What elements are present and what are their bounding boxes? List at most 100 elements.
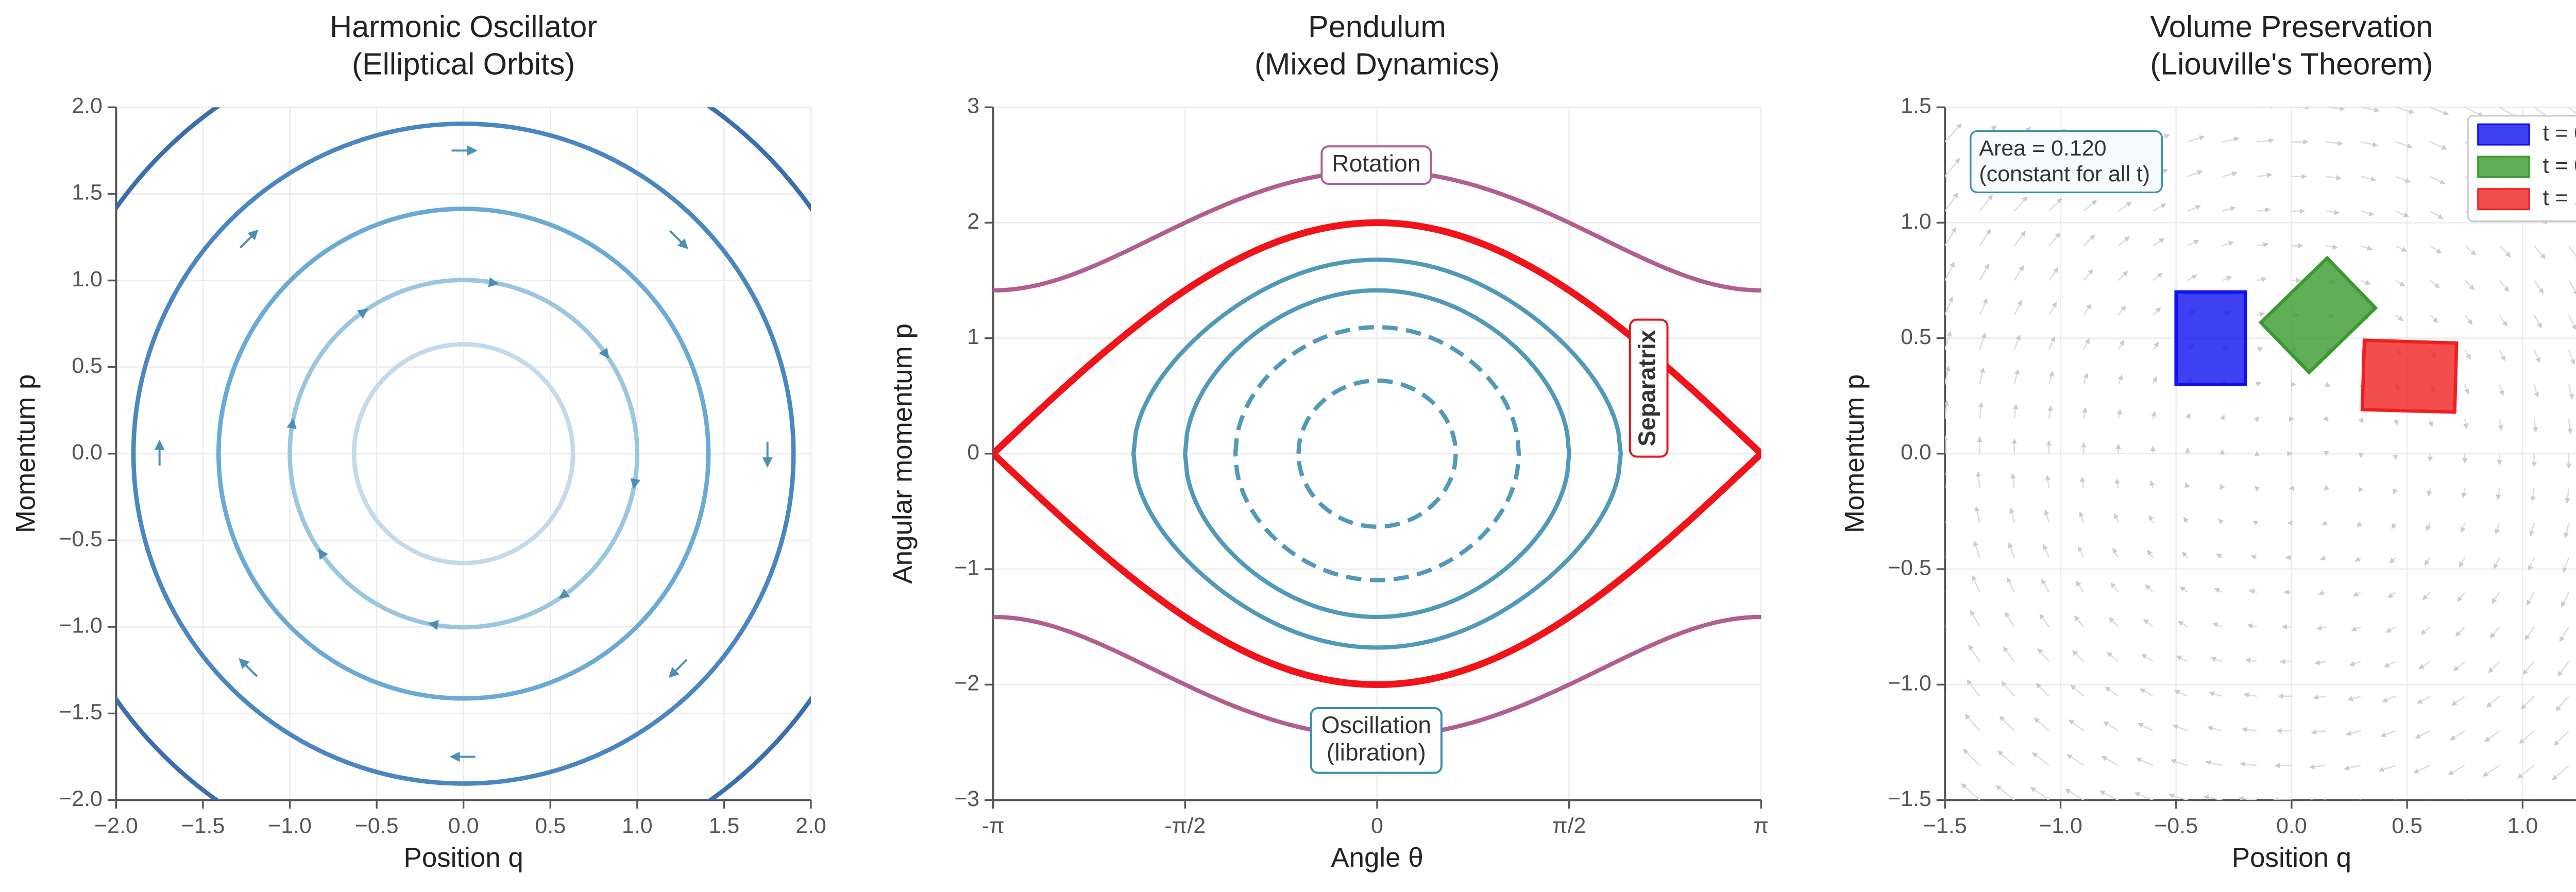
flow-arrow (1966, 679, 1980, 697)
flow-arrow (2079, 511, 2084, 523)
flow-arrow (2153, 238, 2165, 247)
annotation-text: (libration) (1327, 739, 1426, 765)
flow-arrow (2395, 210, 2409, 217)
flow-arrow (2564, 523, 2570, 539)
y-tick-label: 0.5 (72, 353, 103, 378)
flow-arrow (2048, 232, 2061, 247)
flow-arrow (2424, 557, 2431, 566)
flow-arrow (2395, 314, 2404, 321)
flow-arrow (2309, 764, 2327, 770)
y-tick-label: −2 (954, 671, 979, 696)
libration-curve (1296, 378, 1458, 529)
flow-arrow (2139, 688, 2154, 697)
x-axis-label: Position q (2232, 843, 2351, 873)
flow-arrow (2460, 522, 2466, 533)
x-tick-label: −1.5 (181, 814, 225, 838)
flow-arrow (2248, 589, 2258, 594)
flow-arrow (2177, 621, 2188, 628)
flow-arrow (2045, 474, 2051, 489)
flow-arrow (1945, 590, 1946, 592)
flow-arrow (2205, 760, 2223, 766)
chart-title: Harmonic Oscillator (330, 9, 597, 44)
flow-arrow (1945, 227, 1957, 246)
flow-arrow (2415, 730, 2431, 739)
flow-arrow (1975, 471, 1981, 489)
flow-arrow (668, 659, 688, 678)
flow-arrow (2185, 413, 2191, 420)
annotation-text: Separatrix (1633, 330, 1660, 447)
flow-arrow (2428, 419, 2434, 427)
flow-arrow (2222, 276, 2232, 281)
flow-arrow (2555, 695, 2570, 712)
annotation-text: Area = 0.120 (1979, 136, 2106, 161)
y-tick-label: 0.5 (1901, 324, 1931, 349)
flow-arrow (2136, 757, 2154, 766)
flow-arrow (2105, 687, 2119, 697)
flow-arrow (2457, 592, 2466, 602)
flow-arrow (2013, 334, 2021, 350)
y-tick-label: −1.5 (1888, 786, 1931, 811)
x-tick-label: -π/2 (1164, 814, 1206, 838)
flow-arrow (1945, 695, 1946, 696)
x-tick-label: −0.5 (2154, 814, 2198, 838)
flow-arrow (2076, 580, 2084, 593)
annotation-text: Rotation (1332, 150, 1420, 177)
flow-arrow (2499, 245, 2511, 258)
flow-arrow (2037, 648, 2050, 662)
orbit (131, 122, 796, 786)
flow-arrow (2172, 724, 2188, 732)
flow-arrow (599, 347, 609, 359)
flow-arrow (2318, 590, 2327, 596)
flow-arrow (2311, 729, 2327, 735)
y-tick-label: −1.5 (59, 700, 103, 725)
y-tick-label: −3 (954, 786, 979, 811)
flow-arrow (2107, 651, 2119, 662)
flow-arrow (558, 588, 570, 599)
flow-arrow (2416, 695, 2431, 704)
flow-arrow (2533, 799, 2534, 800)
flow-arrow (2013, 265, 2024, 281)
y-tick-label: 1 (967, 324, 979, 349)
flow-arrow (2395, 280, 2405, 287)
flow-arrow (2326, 140, 2344, 146)
x-tick-label: 0 (1371, 814, 1383, 838)
flow-arrow (2499, 315, 2507, 327)
x-tick-label: 0.5 (2392, 814, 2422, 838)
flow-arrow (2361, 141, 2378, 147)
x-axis-label: Angle θ (1331, 843, 1423, 873)
flow-arrow (2420, 626, 2431, 635)
flow-arrow (2030, 787, 2049, 800)
flow-arrow (2533, 315, 2542, 329)
flow-arrow (2188, 107, 2190, 108)
flow-arrow (2567, 419, 2573, 435)
flow-arrow (1979, 229, 1991, 247)
flow-arrow (2382, 695, 2396, 702)
flow-arrow (2426, 522, 2431, 531)
flow-arrow (2430, 107, 2449, 115)
x-tick-label: −1.0 (268, 814, 312, 838)
flow-arrow (2459, 557, 2466, 568)
flow-arrow (1945, 729, 1946, 731)
flow-arrow (2557, 661, 2570, 677)
flow-arrow (1979, 263, 1990, 281)
flow-arrow (2049, 107, 2050, 108)
legend-label: t = 0.8 (2543, 153, 2576, 178)
flow-arrow (2430, 280, 2441, 288)
flow-arrow (2387, 591, 2396, 598)
flow-arrow (2321, 520, 2328, 526)
chart-title: (Mixed Dynamics) (1255, 47, 1500, 81)
flow-arrow (2174, 690, 2188, 697)
flow-arrow (2427, 488, 2432, 497)
legend-label: t = 1.6 (2543, 185, 2576, 210)
flow-arrow (1979, 107, 1981, 108)
flow-arrow (2033, 717, 2049, 731)
flow-arrow (1962, 748, 1980, 766)
flow-arrow (2495, 522, 2500, 535)
flow-arrow (2464, 280, 2475, 290)
flow-arrow (1945, 261, 1955, 281)
flow-arrow (2568, 107, 2576, 114)
flow-arrow (2217, 518, 2224, 525)
flow-arrow (1970, 610, 1980, 627)
flow-arrow (2461, 488, 2467, 499)
flow-arrow (2257, 277, 2267, 282)
